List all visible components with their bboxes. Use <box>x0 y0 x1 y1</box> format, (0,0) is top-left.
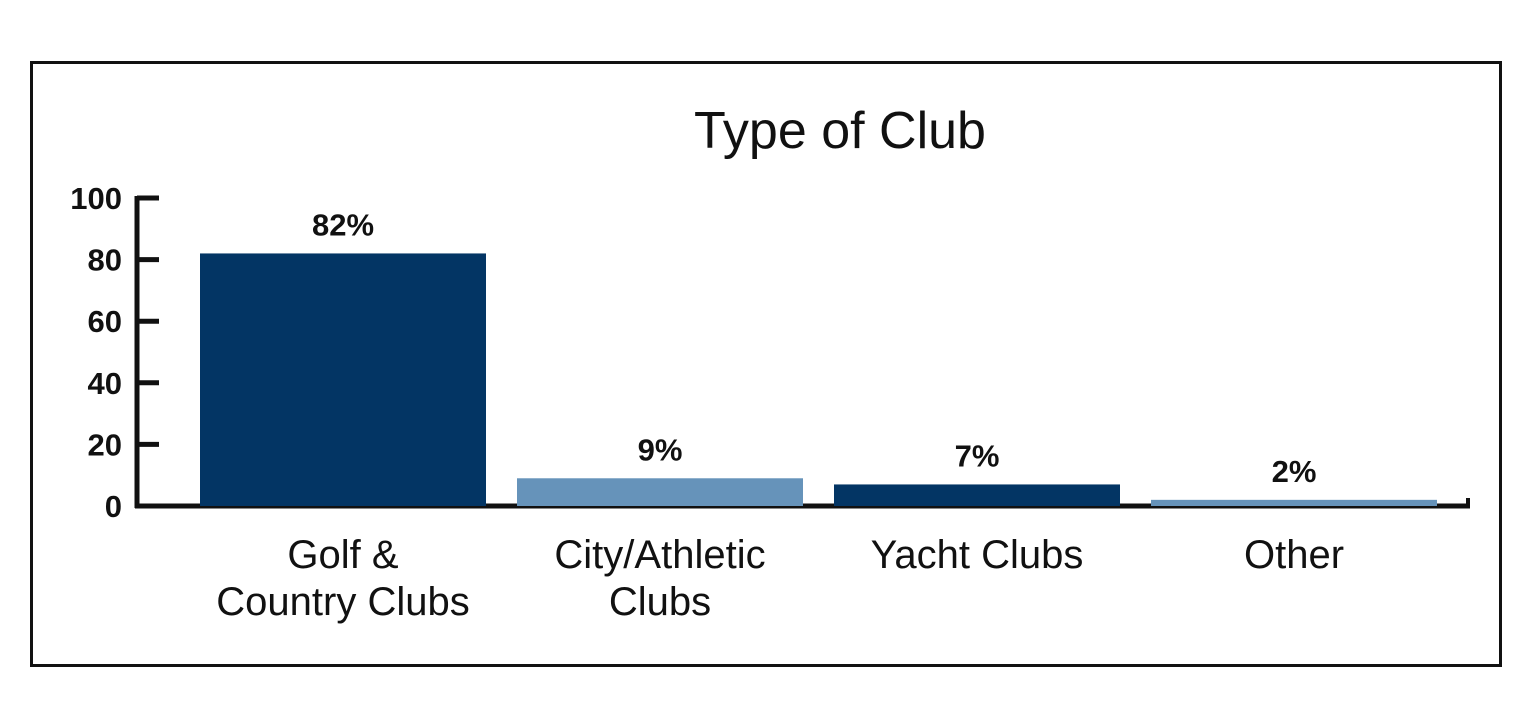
category-label: Country Clubs <box>216 580 469 624</box>
y-tick-label: 80 <box>88 243 122 278</box>
y-tick-label: 100 <box>70 181 122 216</box>
bar <box>200 253 486 506</box>
category-label: Other <box>1244 533 1344 577</box>
y-tick-label: 0 <box>105 489 122 524</box>
bar <box>1151 499 1437 506</box>
y-tick-label: 60 <box>88 304 122 339</box>
bar <box>834 484 1120 506</box>
data-label: 7% <box>955 438 1000 473</box>
bars <box>200 253 1437 506</box>
category-label: Golf & <box>287 533 398 577</box>
category-label: City/Athletic <box>554 533 765 577</box>
bar <box>517 478 803 506</box>
chart-frame <box>30 61 1502 667</box>
data-label: 82% <box>312 207 374 242</box>
y-tick-label: 20 <box>88 427 122 462</box>
y-tick-label: 40 <box>88 366 122 401</box>
category-label: Clubs <box>609 580 711 624</box>
labels: 0 20 40 60 80 100 82% Golf &Country Clubs 9% City… <box>70 181 1344 624</box>
data-label: 2% <box>1272 454 1317 489</box>
data-label: 9% <box>638 432 683 467</box>
chart-title: Type of Club <box>694 102 986 160</box>
category-label: Yacht Clubs <box>871 533 1084 577</box>
